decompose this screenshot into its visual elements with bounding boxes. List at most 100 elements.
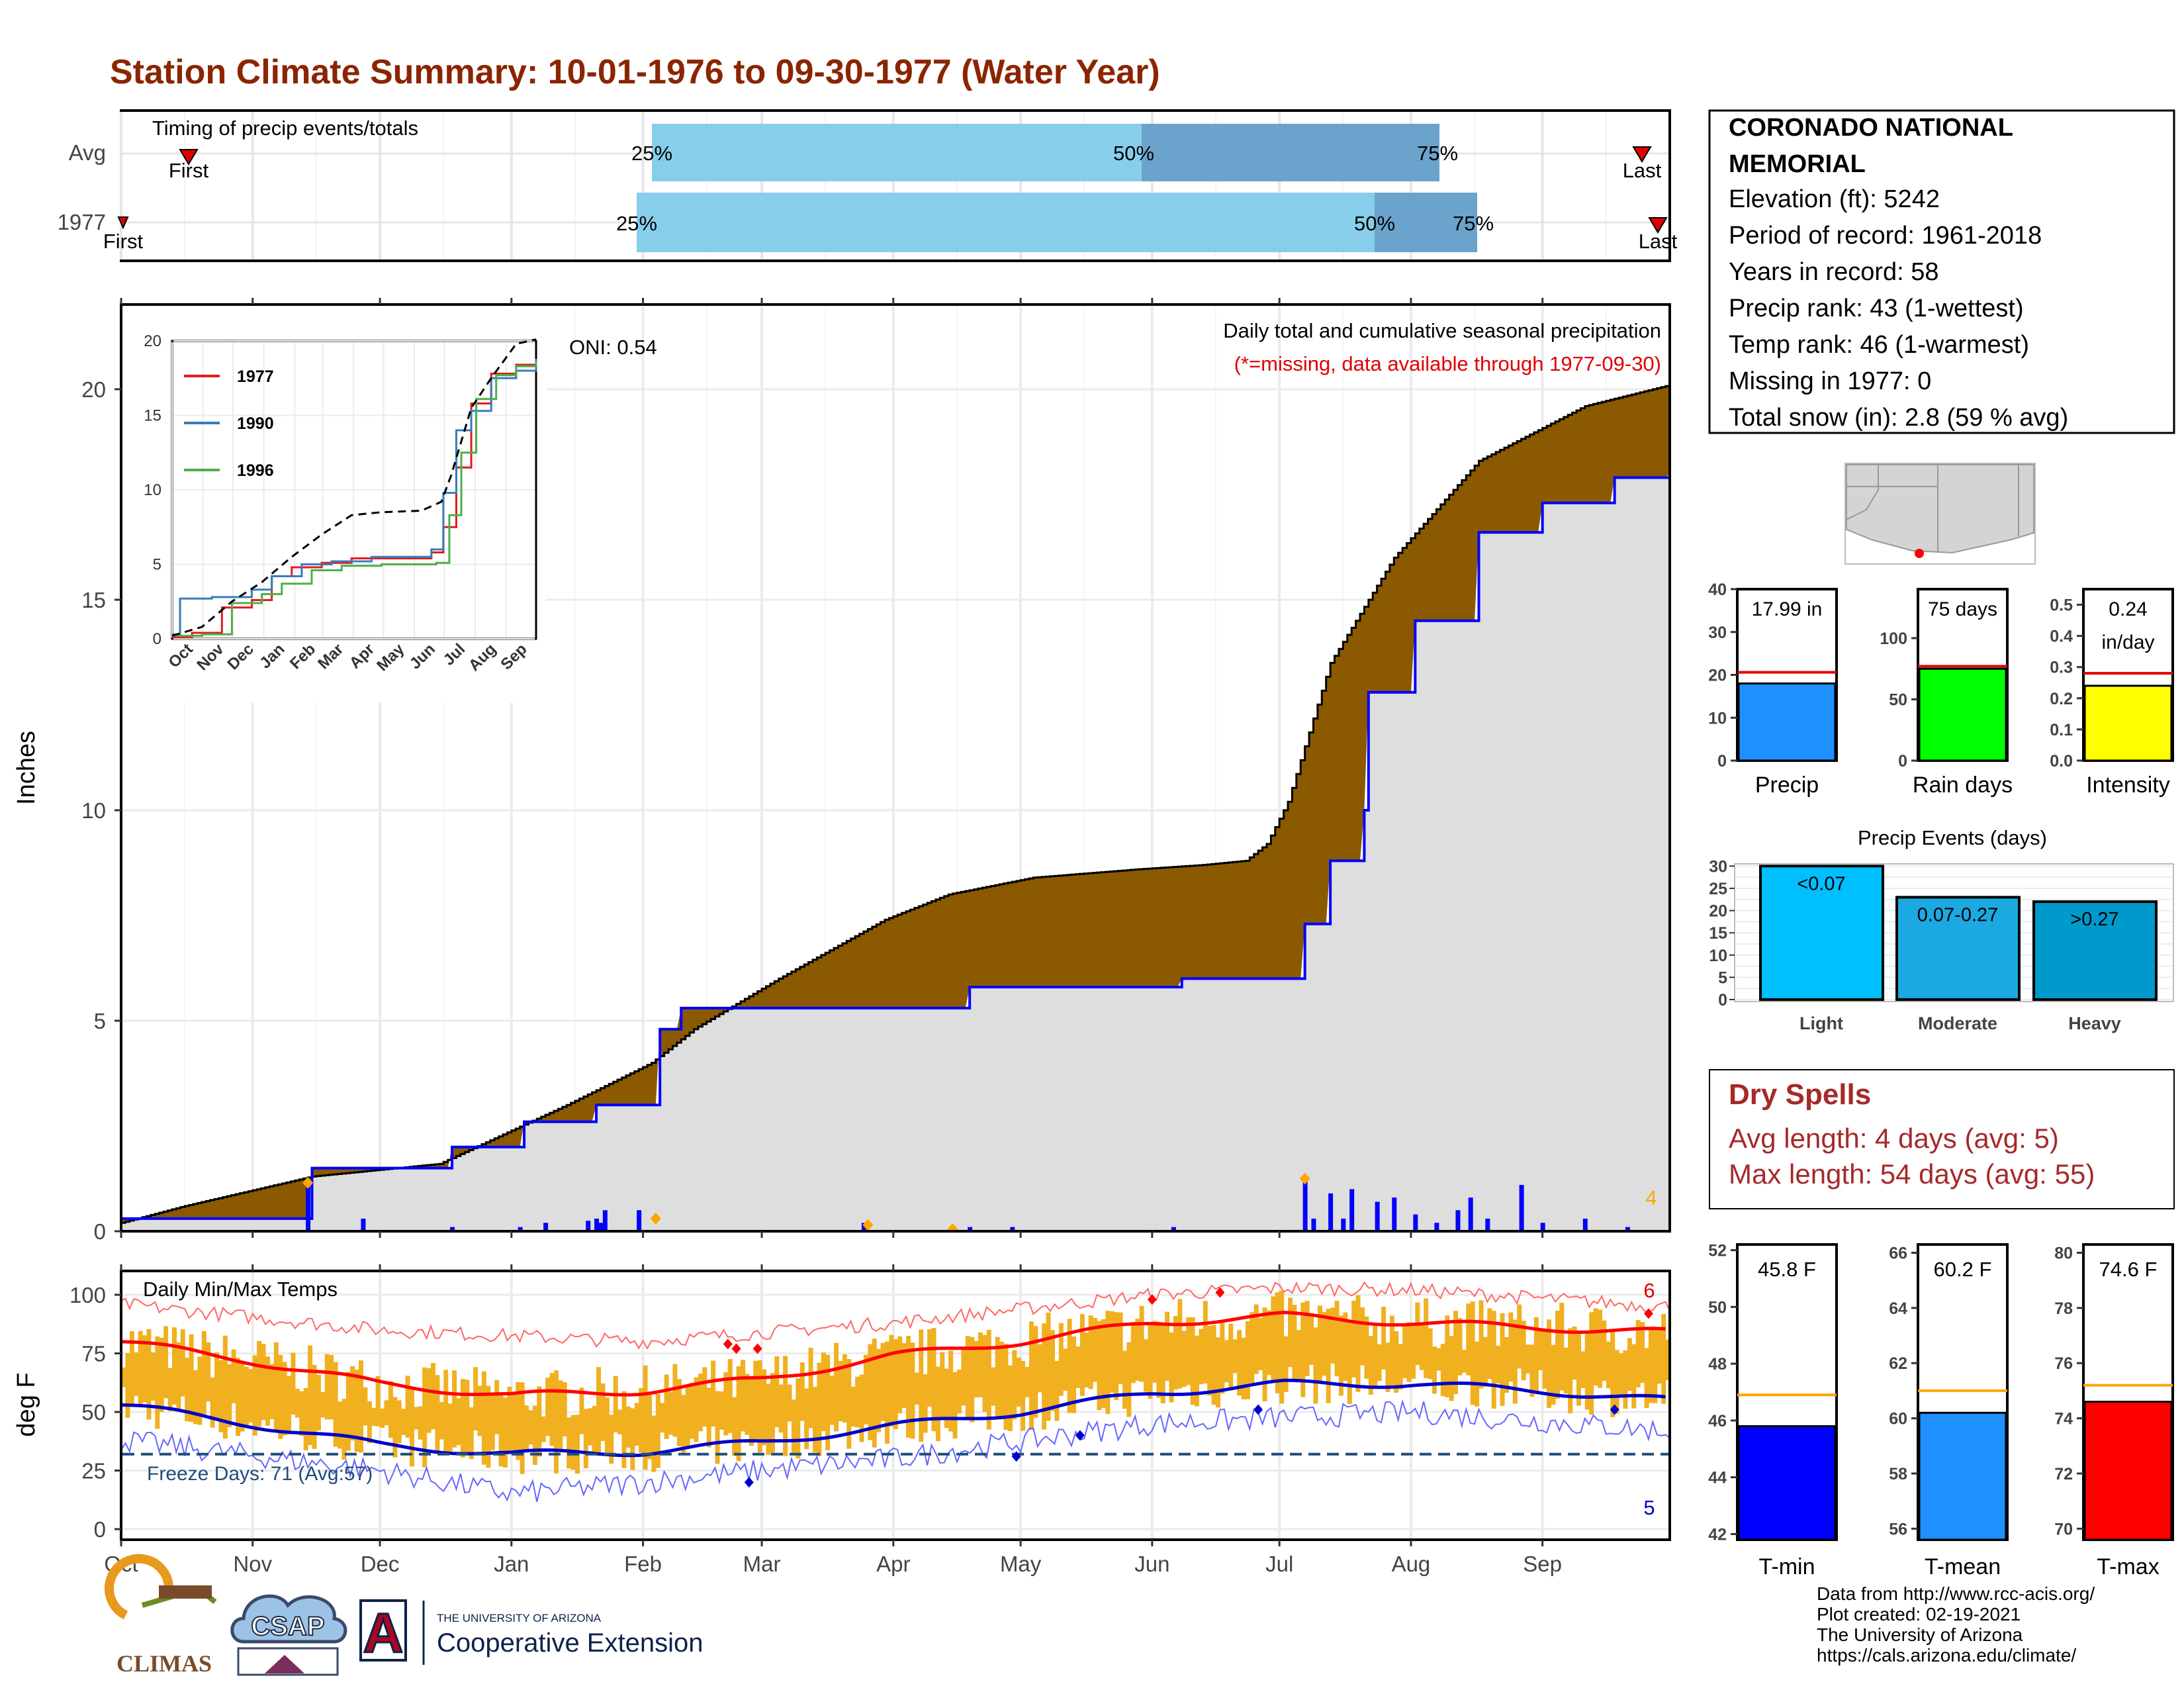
daily-temp-bar [1385, 1342, 1390, 1392]
daily-temp-bar [1007, 1365, 1013, 1431]
daily-precip-bar [1468, 1197, 1473, 1231]
daily-temp-bar [1623, 1350, 1628, 1409]
daily-temp-bar [129, 1331, 134, 1405]
daily-temp-bar [1058, 1323, 1064, 1396]
daily-temp-bar [1525, 1344, 1531, 1374]
daily-temp-bar [1126, 1342, 1132, 1417]
daily-temp-bar [1661, 1313, 1666, 1404]
daily-temp-bar [647, 1395, 652, 1460]
events-bar-text: 0.07-0.27 [1917, 904, 1999, 925]
daily-temp-bar [392, 1397, 398, 1458]
daily-temp-bar [426, 1368, 432, 1433]
daily-temp-bar [1487, 1308, 1492, 1380]
daily-temp-bar [201, 1331, 206, 1415]
temp-summary-tick-label: 50 [1708, 1298, 1727, 1317]
daily-temp-bar [1322, 1312, 1327, 1376]
daily-temp-bar [944, 1368, 949, 1429]
daily-temp-bar [1355, 1295, 1361, 1392]
daily-temp-bar [1402, 1325, 1408, 1378]
daily-temp-bar [452, 1370, 457, 1448]
month-label: Jun [1134, 1552, 1169, 1576]
daily-precip-bar [1434, 1223, 1439, 1231]
year-last-marker [1648, 217, 1668, 234]
year-row-label: 1977 [58, 210, 106, 234]
record-max-marker [752, 1343, 762, 1354]
daily-temp-bar [719, 1391, 724, 1430]
daily-temp-bar [460, 1379, 465, 1458]
summary-bar-label: Rain days [1913, 773, 2013, 798]
daily-temp-bar [299, 1391, 304, 1436]
daily-temp-bar [159, 1337, 164, 1412]
daily-temp-bar [1084, 1333, 1089, 1387]
daily-temp-bar [1475, 1341, 1480, 1407]
daily-temp-bar [206, 1342, 211, 1402]
avg-cumulative-line [121, 385, 1670, 1224]
snow-marker [862, 1219, 874, 1231]
daily-temp-bar [1101, 1319, 1106, 1408]
daily-temp-bar [1266, 1310, 1271, 1376]
daily-temp-bar [685, 1387, 690, 1449]
daily-temp-bar [142, 1335, 148, 1403]
daily-temp-bar [1334, 1301, 1340, 1377]
daily-temp-bar [1067, 1319, 1072, 1413]
daily-temp-bar [727, 1359, 733, 1433]
daily-temp-bar [838, 1361, 843, 1421]
temp-ytick-label: 75 [81, 1342, 106, 1366]
temp-summary-tick-label: 62 [1889, 1354, 1907, 1373]
ua-small-text: THE UNIVERSITY OF ARIZONA [437, 1612, 602, 1624]
temp-ytick-label: 25 [81, 1459, 106, 1483]
daily-temp-bar [1440, 1344, 1445, 1397]
record-max-marker [1643, 1308, 1653, 1319]
footer-line-2: Plot created: 02-19-2021 [1817, 1604, 2021, 1624]
month-label: Apr [876, 1552, 910, 1576]
ua-logo-letter: A [363, 1602, 404, 1664]
events-tick-label: 5 [1718, 968, 1727, 987]
daily-temp-bar [1253, 1304, 1259, 1374]
max-record-count: 6 [1643, 1279, 1655, 1302]
inset-legend-label: 1990 [237, 414, 274, 433]
summary-tick-label: 40 [1708, 581, 1727, 599]
daily-temp-bar [1466, 1303, 1471, 1376]
daily-temp-bar [447, 1403, 453, 1454]
daily-temp-bar [240, 1364, 245, 1432]
record-min-marker [1075, 1430, 1085, 1441]
daily-temp-bar [456, 1398, 461, 1446]
month-label: Feb [624, 1552, 662, 1576]
daily-temp-bar [965, 1336, 970, 1418]
daily-temp-bar [868, 1344, 873, 1440]
month-label: Aug [1392, 1552, 1431, 1576]
daily-temp-bar [163, 1326, 169, 1399]
daily-precip-bar [1328, 1193, 1334, 1231]
summary-bars: 0 10 20 30 40 17.99 in Precip 0 50 100 75 days Rain… [1708, 581, 2174, 798]
daily-temp-bar [303, 1387, 308, 1450]
daily-temp-bar [134, 1352, 139, 1397]
daily-temp-bar [1109, 1311, 1115, 1393]
daily-temp-bar [872, 1338, 877, 1448]
temp-summary-tick-label: 46 [1708, 1412, 1727, 1430]
daily-temp-bar [621, 1391, 627, 1468]
daily-temp-bar [919, 1329, 924, 1442]
daily-temp-bar [1021, 1360, 1026, 1431]
temp-ytick-label: 100 [69, 1283, 106, 1307]
daily-temp-bar [736, 1366, 741, 1462]
events-bar-text: <0.07 [1797, 873, 1845, 894]
daily-temp-bar [859, 1374, 864, 1442]
daily-temp-bar [481, 1371, 486, 1465]
daily-temp-bar [1258, 1317, 1263, 1370]
daily-temp-bar [388, 1381, 393, 1438]
daily-temp-bar [1461, 1349, 1467, 1373]
daily-temp-bar [414, 1407, 419, 1430]
daily-temp-bar [1169, 1332, 1174, 1403]
daily-temp-bar [880, 1342, 886, 1421]
daily-temp-bar [1241, 1337, 1246, 1400]
inset-ytick-label: 10 [144, 481, 161, 499]
temp-summary-tick-label: 70 [2054, 1520, 2073, 1538]
daily-temp-bar [1211, 1325, 1216, 1405]
precip-panel-note: (*=missing, data available through 1977-… [1234, 352, 1661, 375]
daily-temp-bar [324, 1354, 330, 1420]
station-name-2: MEMORIAL [1729, 150, 1866, 178]
avg-p25-label: 25% [631, 142, 672, 165]
daily-temp-bar [345, 1372, 351, 1451]
station-precip-rank: Precip rank: 43 (1-wettest) [1729, 295, 2024, 322]
